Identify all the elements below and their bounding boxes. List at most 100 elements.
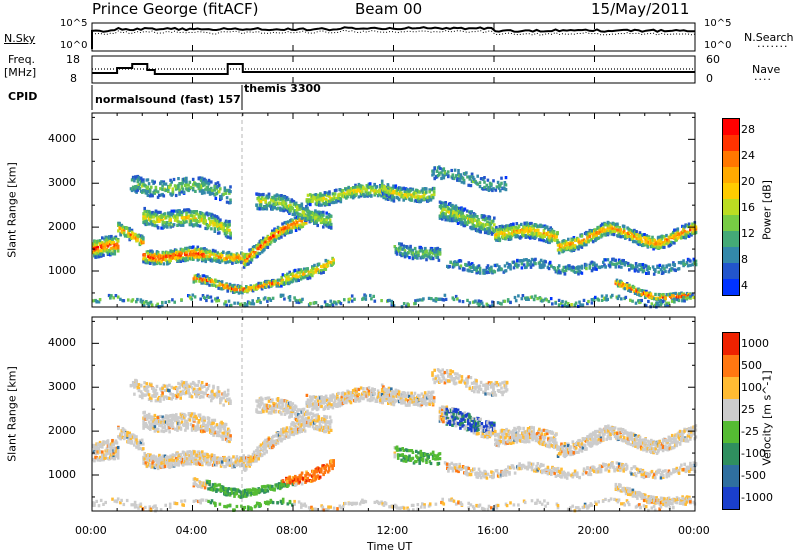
range-gate-cell: [520, 222, 523, 226]
range-gate-cell: [185, 220, 188, 224]
range-gate-cell: [296, 270, 299, 274]
range-gate-cell: [659, 303, 663, 307]
range-gate-cell: [219, 255, 223, 259]
range-gate-cell: [622, 285, 626, 289]
range-gate-cell: [629, 298, 632, 302]
range-gate-cell: [444, 218, 447, 222]
range-gate-cell: [438, 297, 441, 301]
range-gate-cell: [392, 199, 396, 203]
range-gate-cell: [522, 234, 525, 238]
range-gate-cell: [482, 177, 485, 181]
range-gate-cell: [442, 215, 445, 219]
range-gate-cell: [557, 303, 561, 307]
range-gate-cell: [350, 193, 354, 197]
range-gate-cell: [154, 185, 158, 189]
range-gate-cell: [323, 300, 327, 304]
range-gate-cell: [109, 248, 112, 252]
range-gate-cell: [179, 254, 183, 258]
range-gate-cell: [321, 265, 324, 269]
range-gate-cell: [419, 195, 422, 199]
range-gate-cell: [201, 294, 205, 298]
range-gate-cell: [328, 218, 332, 222]
range-gate-cell: [98, 239, 102, 243]
range-gate-cell: [276, 281, 280, 286]
range-gate-cell: [243, 302, 247, 306]
range-gate-cell: [394, 247, 398, 251]
range-gate-cell: [497, 186, 501, 190]
range-gate-cell: [177, 463, 180, 467]
range-gate-cell: [663, 242, 666, 246]
range-gate-cell: [488, 217, 492, 221]
range-gate-cell: [670, 299, 674, 303]
range-gate-cell: [191, 177, 195, 181]
range-gate-cell: [103, 441, 106, 445]
range-gate-cell: [399, 245, 402, 249]
range-gate-cell: [634, 262, 638, 266]
range-gate-cell: [117, 426, 120, 431]
range-gate-cell: [329, 222, 333, 226]
range-gate-cell: [622, 260, 625, 264]
range-gate-cell: [203, 217, 206, 221]
range-gate-cell: [180, 213, 184, 217]
range-gate-cell: [437, 258, 441, 262]
range-gate-cell: [616, 222, 619, 226]
range-gate-cell: [490, 267, 493, 271]
range-gate-cell: [151, 250, 154, 254]
range-gate-cell: [595, 267, 598, 271]
range-gate-cell: [252, 284, 256, 288]
range-gate-cell: [515, 222, 519, 226]
range-gate-cell: [199, 247, 203, 251]
range-gate-cell: [527, 224, 531, 228]
range-gate-cell: [463, 218, 467, 222]
range-gate-cell: [547, 230, 550, 234]
range-gate-cell: [227, 235, 230, 239]
range-gate-cell: [168, 185, 171, 189]
range-gate-cell: [580, 266, 584, 270]
range-gate-cell: [432, 190, 436, 194]
range-gate-cell: [170, 209, 174, 213]
range-gate-cell: [644, 304, 648, 308]
range-gate-cell: [172, 177, 176, 182]
range-gate-cell: [604, 265, 607, 269]
range-gate-cell: [616, 280, 620, 284]
range-gate-cell: [164, 216, 168, 220]
range-gate-cell: [343, 298, 346, 302]
range-gate-cell: [265, 236, 268, 240]
range-gate-cell: [557, 264, 561, 268]
range-gate-cell: [311, 274, 314, 278]
range-gate-cell: [665, 264, 668, 268]
range-gate-cell: [146, 185, 150, 189]
range-gate-cell: [660, 237, 664, 241]
range-gate-cell: [263, 248, 266, 252]
range-gate-cell: [131, 232, 135, 236]
range-gate-cell: [533, 232, 537, 236]
range-gate-cell: [447, 170, 450, 174]
range-gate-cell: [548, 260, 552, 264]
range-gate-cell: [241, 291, 244, 295]
range-gate-cell: [172, 252, 176, 256]
range-gate-cell: [101, 445, 104, 449]
range-gate-cell: [425, 187, 428, 191]
range-gate-cell: [207, 257, 210, 261]
range-gate-cell: [316, 193, 320, 197]
range-gate-cell: [633, 291, 637, 295]
range-gate-cell: [408, 256, 411, 260]
range-gate-cell: [523, 223, 526, 227]
range-gate-cell: [517, 225, 521, 229]
range-gate-cell: [218, 231, 221, 235]
range-gate-cell: [350, 294, 354, 298]
range-gate-cell: [105, 447, 109, 451]
range-gate-cell: [476, 301, 479, 305]
range-gate-cell: [297, 278, 300, 282]
range-gate-cell: [299, 213, 302, 217]
range-gate-cell: [142, 240, 145, 244]
range-gate-cell: [556, 238, 559, 243]
range-gate-cell: [291, 206, 295, 211]
range-gate-cell: [119, 233, 122, 237]
range-gate-cell: [185, 183, 188, 187]
range-gate-cell: [321, 193, 324, 197]
range-gate-cell: [286, 220, 290, 224]
range-gate-cell: [304, 220, 308, 224]
range-gate-cell: [571, 241, 575, 245]
range-gate-cell: [329, 196, 332, 200]
